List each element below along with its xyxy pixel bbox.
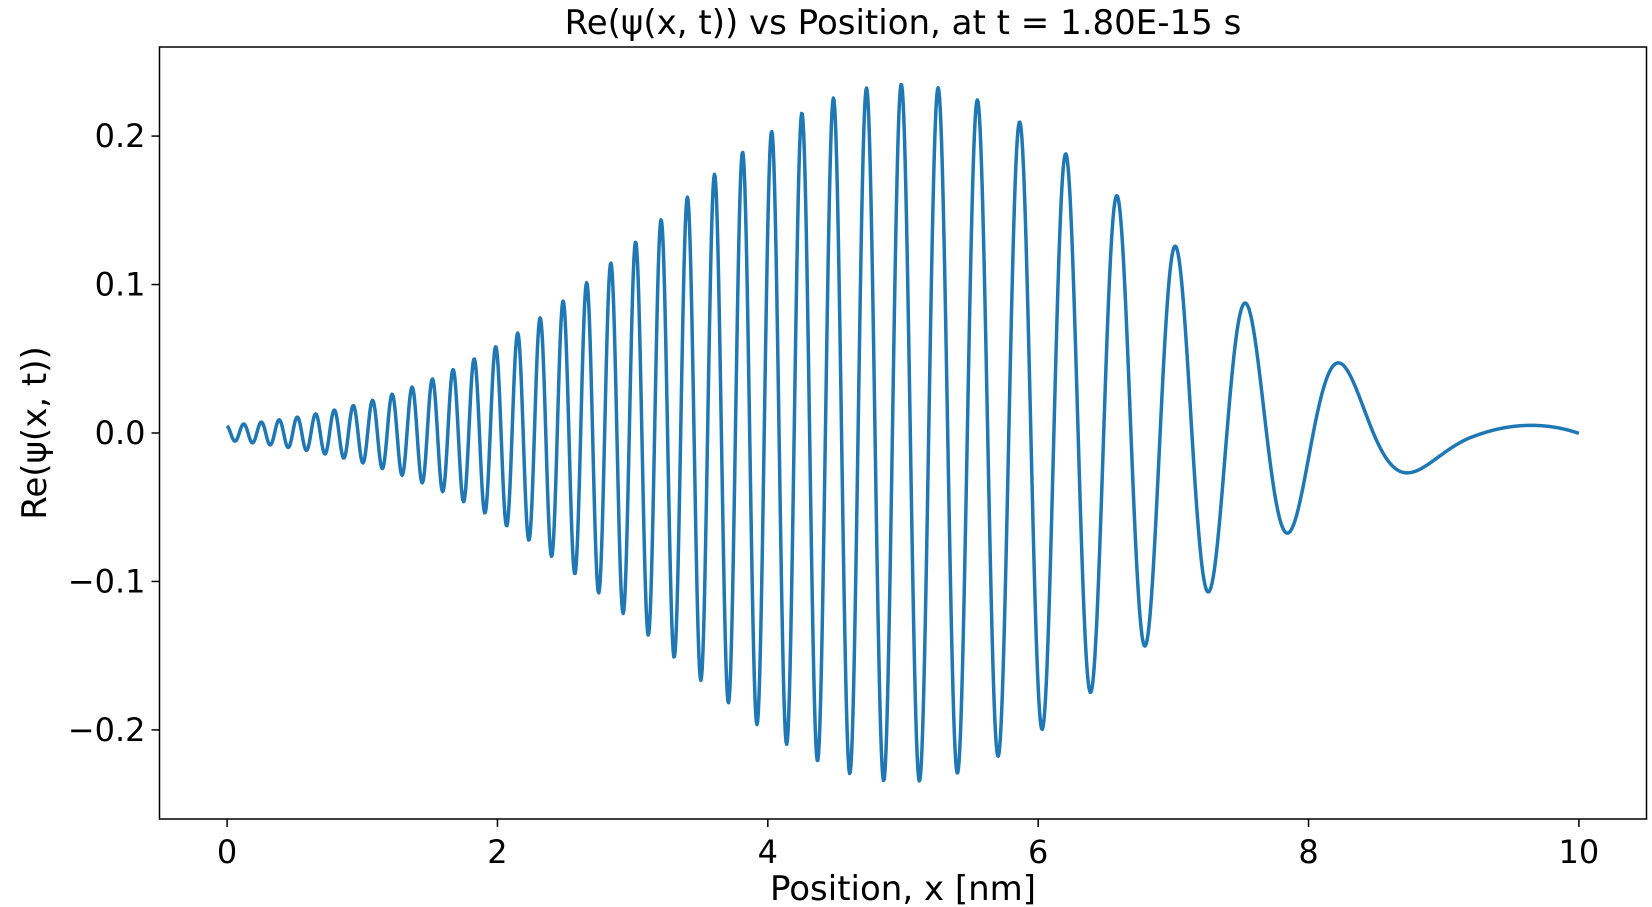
y-axis-label: Re(ψ(x, t)) xyxy=(15,346,55,520)
y-tick-label: 0.1 xyxy=(95,266,146,304)
x-tick-label: 2 xyxy=(487,833,507,871)
y-tick-label: 0.2 xyxy=(95,117,146,155)
plot-area: 0 2 4 6 8 10 −0.2 −0.1 0.0 0.1 0.2 xyxy=(68,46,1648,871)
x-tick-label: 10 xyxy=(1559,833,1600,871)
x-tick-label: 0 xyxy=(217,833,237,871)
x-tick-label: 4 xyxy=(758,833,778,871)
y-tick-label: −0.2 xyxy=(68,711,146,749)
x-ticks: 0 2 4 6 8 10 xyxy=(217,819,1599,871)
y-tick-label: 0.0 xyxy=(95,414,146,452)
series-line xyxy=(225,82,1580,783)
chart-title: Re(ψ(x, t)) vs Position, at t = 1.80E-15… xyxy=(565,3,1242,43)
x-tick-label: 8 xyxy=(1298,833,1318,871)
x-tick-label: 6 xyxy=(1028,833,1048,871)
plot-frame xyxy=(158,46,1648,820)
x-axis-label: Position, x [nm] xyxy=(770,869,1036,907)
y-tick-label: −0.1 xyxy=(68,562,146,600)
y-ticks: −0.2 −0.1 0.0 0.1 0.2 xyxy=(68,117,160,749)
